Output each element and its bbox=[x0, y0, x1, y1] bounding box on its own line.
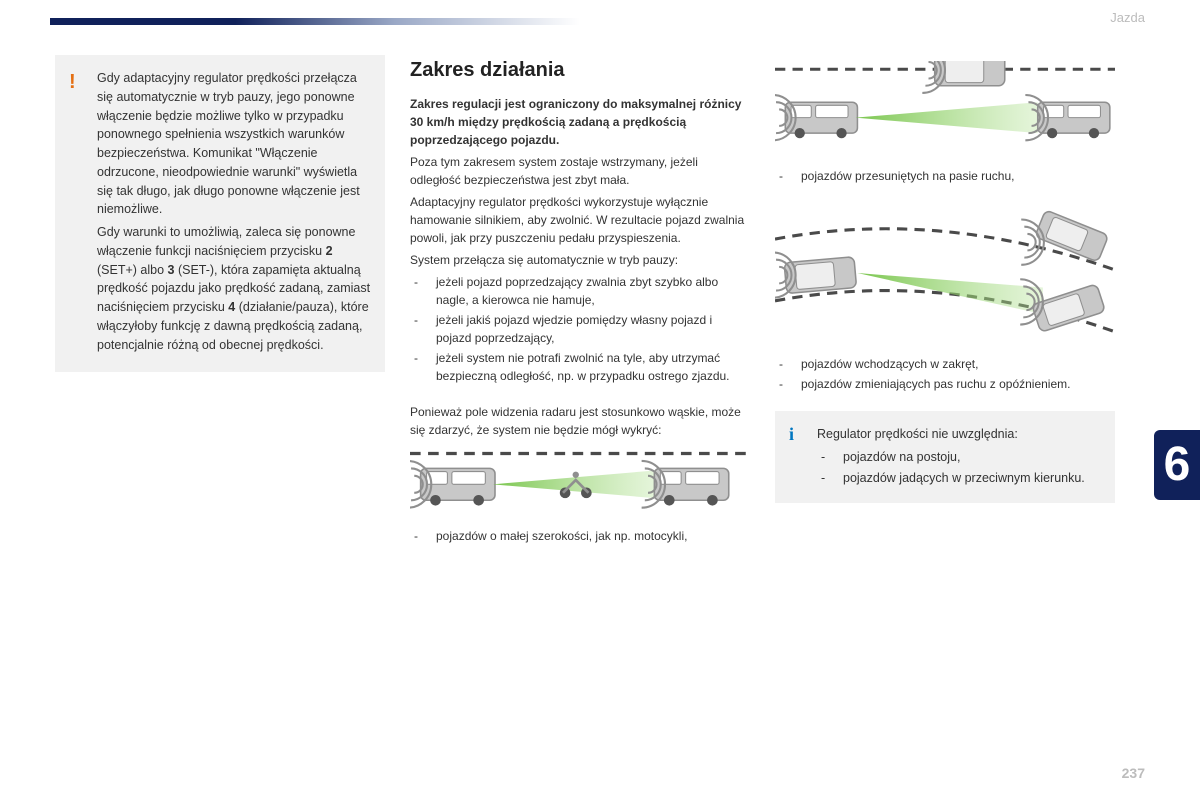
bullet-text: pojazdów przesuniętych na pasie ruchu, bbox=[801, 167, 1115, 185]
diagram-curve bbox=[775, 203, 1115, 347]
warning-box: ! Gdy adaptacyjny regulator prędkości pr… bbox=[55, 55, 385, 372]
list-item: -pojazdów wchodzących w zakręt, bbox=[779, 355, 1115, 373]
bullet-text: pojazdów na postoju, bbox=[843, 448, 1101, 467]
bullet-text: pojazdów o małej szerokości, jak np. mot… bbox=[436, 527, 750, 545]
bullet-list-a: -jeżeli pojazd poprzedzający zwalnia zby… bbox=[414, 273, 750, 385]
bullet-list-d: -pojazdów wchodzących w zakręt, -pojazdó… bbox=[779, 355, 1115, 393]
diagram-offset bbox=[775, 61, 1115, 159]
info-box: i Regulator prędkości nie uwzględnia: -p… bbox=[775, 411, 1115, 503]
bullet-dash: - bbox=[414, 273, 422, 309]
page-content: ! Gdy adaptacyjny regulator prędkości pr… bbox=[55, 55, 1145, 755]
section-heading: Zakres działania bbox=[410, 55, 750, 85]
list-item: -jeżeli jakiś pojazd wjedzie pomiędzy wł… bbox=[414, 311, 750, 347]
bullet-list-c: -pojazdów przesuniętych na pasie ruchu, bbox=[779, 167, 1115, 185]
bullet-dash: - bbox=[414, 527, 422, 545]
bullet-dash: - bbox=[821, 469, 829, 488]
paragraph: Adaptacyjny regulator prędkości wykorzys… bbox=[410, 193, 750, 247]
column-1: ! Gdy adaptacyjny regulator prędkości pr… bbox=[55, 55, 385, 755]
diagram-motorcycle bbox=[410, 445, 750, 519]
list-item: -pojazdów zmieniających pas ruchu z opóź… bbox=[779, 375, 1115, 393]
section-label: Jazda bbox=[1110, 8, 1145, 28]
bullet-dash: - bbox=[779, 375, 787, 393]
info-icon: i bbox=[789, 421, 803, 448]
paragraph: System przełącza się automatycznie w try… bbox=[410, 251, 750, 269]
header-accent-bar bbox=[50, 18, 580, 25]
list-item: -pojazdów jadących w przeciwnym kierunku… bbox=[821, 469, 1101, 488]
list-item: -pojazdów na postoju, bbox=[821, 448, 1101, 467]
bullet-dash: - bbox=[414, 349, 422, 385]
warning-text-p1: Gdy adaptacyjny regulator prędkości prze… bbox=[97, 69, 371, 219]
chapter-badge: 6 bbox=[1154, 430, 1200, 500]
bullet-text: jeżeli pojazd poprzedzający zwalnia zbyt… bbox=[436, 273, 750, 309]
bullet-dash: - bbox=[821, 448, 829, 467]
warning-icon: ! bbox=[69, 67, 76, 97]
warning-text-seg: Gdy warunki to umożliwią, zaleca się pon… bbox=[97, 225, 355, 258]
bullet-dash: - bbox=[414, 311, 422, 347]
bullet-text: pojazdów zmieniających pas ruchu z opóźn… bbox=[801, 375, 1115, 393]
bullet-text: pojazdów wchodzących w zakręt, bbox=[801, 355, 1115, 373]
bullet-text: pojazdów jadących w przeciwnym kierunku. bbox=[843, 469, 1101, 488]
lead-bold: Zakres regulacji jest ograniczony do mak… bbox=[410, 95, 750, 149]
list-item: -pojazdów przesuniętych na pasie ruchu, bbox=[779, 167, 1115, 185]
column-3: -pojazdów przesuniętych na pasie ruchu, … bbox=[775, 55, 1115, 755]
bullet-dash: - bbox=[779, 167, 787, 185]
warning-text-seg: (SET+) albo bbox=[97, 263, 168, 277]
bullet-list-b: -pojazdów o małej szerokości, jak np. mo… bbox=[414, 527, 750, 545]
column-2: Zakres działania Zakres regulacji jest o… bbox=[410, 55, 750, 755]
list-item: -jeżeli pojazd poprzedzający zwalnia zby… bbox=[414, 273, 750, 309]
list-item: -pojazdów o małej szerokości, jak np. mo… bbox=[414, 527, 750, 545]
info-lead: Regulator prędkości nie uwzględnia: bbox=[817, 425, 1101, 444]
button-ref-2: 2 bbox=[326, 244, 333, 258]
info-bullets: -pojazdów na postoju, -pojazdów jadących… bbox=[821, 448, 1101, 488]
warning-text-p2: Gdy warunki to umożliwią, zaleca się pon… bbox=[97, 223, 371, 354]
bullet-dash: - bbox=[779, 355, 787, 373]
paragraph: Ponieważ pole widzenia radaru jest stosu… bbox=[410, 403, 750, 439]
list-item: -jeżeli system nie potrafi zwolnić na ty… bbox=[414, 349, 750, 385]
page-number: 237 bbox=[1122, 763, 1145, 784]
paragraph: Poza tym zakresem system zostaje wstrzym… bbox=[410, 153, 750, 189]
bullet-text: jeżeli system nie potrafi zwolnić na tyl… bbox=[436, 349, 750, 385]
bullet-text: jeżeli jakiś pojazd wjedzie pomiędzy wła… bbox=[436, 311, 750, 347]
